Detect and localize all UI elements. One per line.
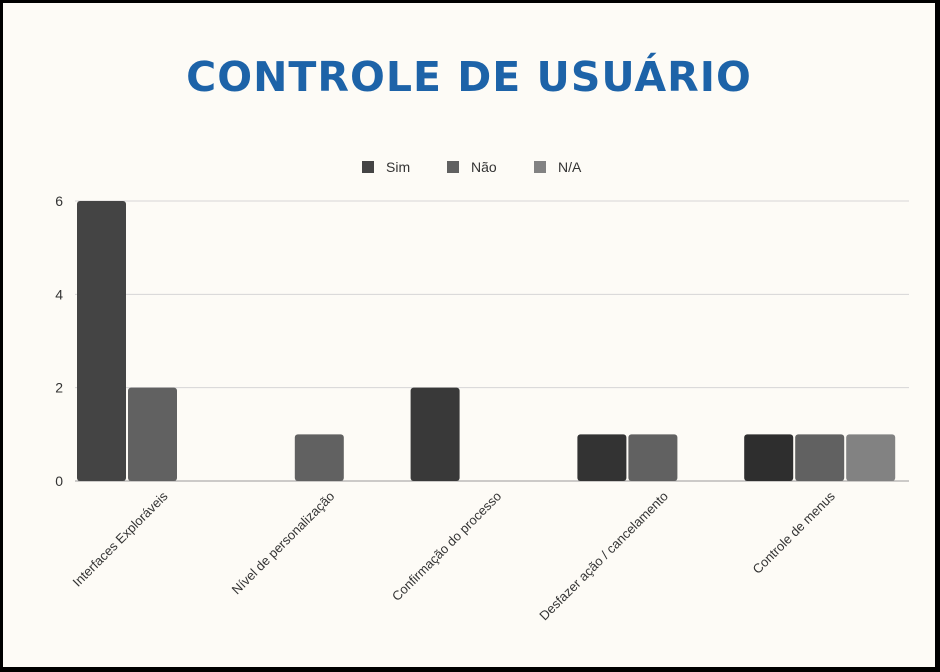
y-tick-label: 0 (55, 473, 63, 489)
y-tick-label: 6 (55, 193, 63, 209)
bar (410, 387, 460, 481)
bar (628, 434, 678, 481)
y-tick-label: 2 (55, 380, 63, 396)
x-tick-label: Desfazer ação / cancelamento (536, 489, 671, 624)
bar (795, 434, 845, 481)
bar (77, 201, 126, 481)
bar (294, 434, 344, 481)
legend-label: Sim (386, 159, 410, 175)
bar-chart: 0 2 4 6 Interfaces Exploráveis Nível de perso… (55, 159, 909, 624)
legend-label: Não (471, 159, 497, 175)
bar (846, 434, 896, 481)
x-tick-label: Controle de menus (750, 488, 839, 577)
chart-card: CONTROLE DE USUÁRIO 0 2 4 6 Interfaces Explo… (3, 3, 935, 667)
legend-swatch (447, 161, 459, 173)
chart-title: CONTROLE DE USUÁRIO (186, 53, 752, 101)
x-tick-label: Interfaces Exploráveis (70, 488, 171, 589)
legend-swatch (534, 161, 546, 173)
x-tick-label: Confirmação do processo (389, 489, 504, 604)
bar (577, 434, 627, 481)
x-tick-label: Nível de personalização (229, 489, 338, 598)
legend-swatch (362, 161, 374, 173)
legend-label: N/A (558, 159, 582, 175)
bar (128, 387, 177, 481)
bar (744, 434, 794, 481)
y-tick-label: 4 (55, 286, 63, 302)
